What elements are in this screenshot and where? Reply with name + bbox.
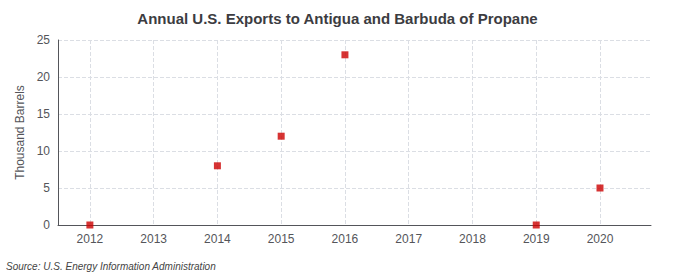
svg-text:10: 10 bbox=[37, 144, 51, 158]
svg-text:25: 25 bbox=[37, 33, 51, 47]
svg-text:Source: U.S. Energy Informatio: Source: U.S. Energy Information Administ… bbox=[6, 261, 216, 272]
svg-text:0: 0 bbox=[43, 218, 50, 232]
svg-text:2012: 2012 bbox=[77, 232, 104, 246]
svg-text:Thousand Barrels: Thousand Barrels bbox=[13, 85, 27, 180]
svg-text:2017: 2017 bbox=[395, 232, 422, 246]
svg-text:2013: 2013 bbox=[140, 232, 167, 246]
svg-text:20: 20 bbox=[37, 70, 51, 84]
svg-text:2020: 2020 bbox=[587, 232, 614, 246]
svg-text:2014: 2014 bbox=[204, 232, 231, 246]
svg-text:15: 15 bbox=[37, 107, 51, 121]
svg-text:Annual U.S. Exports to Antigua: Annual U.S. Exports to Antigua and Barbu… bbox=[137, 10, 537, 27]
svg-text:2015: 2015 bbox=[268, 232, 295, 246]
svg-text:2016: 2016 bbox=[332, 232, 359, 246]
svg-text:2018: 2018 bbox=[459, 232, 486, 246]
svg-text:5: 5 bbox=[43, 181, 50, 195]
svg-text:2019: 2019 bbox=[523, 232, 550, 246]
